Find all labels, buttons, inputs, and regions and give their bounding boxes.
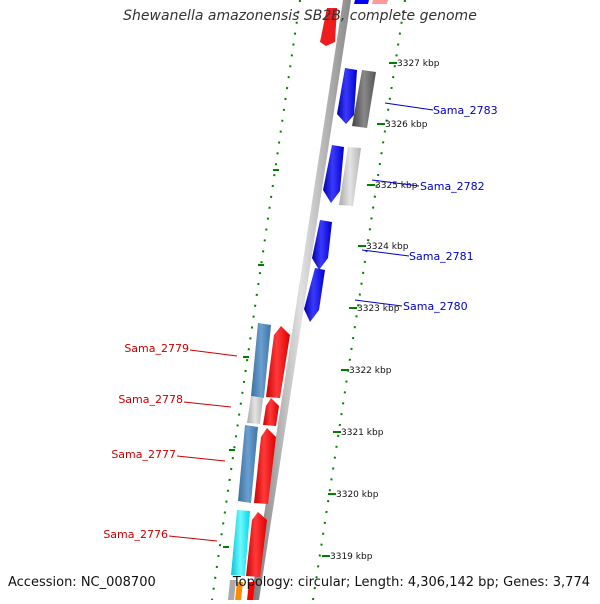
genome-title: Shewanella amazonensis SB2B, complete ge… [123, 8, 477, 24]
kbp-label-3320: 3320 kbp [336, 490, 379, 500]
kbp-label-3324: 3324 kbp [366, 242, 409, 252]
kbp-tick-3324: 3324 kbp [358, 242, 409, 252]
cds-sama-2783 [337, 68, 357, 124]
reverse-cds-top-pink [372, 0, 388, 4]
gene-label-sama-2783[interactable]: Sama_2783 [433, 104, 498, 117]
kbp-label-3327: 3327 kbp [397, 59, 440, 69]
gene-callout-sama-2782[interactable]: Sama_2782 [371, 179, 485, 193]
inner-ruler-guide [211, 0, 301, 601]
cds-bottom-red [247, 582, 255, 600]
kbp-label-3319: 3319 kbp [330, 552, 373, 562]
cds-sama-2783-dark [352, 70, 376, 128]
gene-label-sama-2776[interactable]: Sama_2776 [103, 528, 168, 541]
kbp-tick-3323: 3323 kbp [349, 304, 400, 314]
kbp-tick-3319: 3319 kbp [322, 552, 373, 562]
cds-sama-2779 [266, 326, 290, 398]
gene-callout-sama-2783[interactable]: Sama_2783 [384, 102, 498, 117]
gene-callout-sama-2778[interactable]: Sama_2778 [118, 393, 232, 408]
gene-label-sama-2782[interactable]: Sama_2782 [420, 180, 485, 193]
gene-callout-sama-2780[interactable]: Sama_2780 [354, 299, 468, 313]
kbp-label-3322: 3322 kbp [349, 366, 392, 376]
cds-sama-2778 [263, 398, 279, 426]
cds-bottom-orange [235, 582, 243, 600]
reverse-cds-top-fragment [354, 0, 369, 4]
genome-summary-text: Topology: circular; Length: 4,306,142 bp… [232, 575, 590, 590]
gene-callout-sama-2779[interactable]: Sama_2779 [124, 342, 238, 357]
kbp-tick-3326: 3326 kbp [377, 120, 428, 130]
cds-sama-2782-light [339, 147, 361, 206]
cds-sama-2776-cyan [231, 510, 250, 576]
gene-label-sama-2777[interactable]: Sama_2777 [111, 448, 176, 461]
kbp-tick-3320: 3320 kbp [328, 490, 379, 500]
gene-label-sama-2780[interactable]: Sama_2780 [403, 300, 468, 313]
gene-callout-sama-2781[interactable]: Sama_2781 [361, 249, 474, 263]
cds-sama-2776 [246, 512, 267, 577]
kbp-tick-3321: 3321 kbp [333, 428, 384, 438]
kbp-tick-3322: 3322 kbp [341, 366, 392, 376]
forward-cds-top [320, 8, 337, 46]
gene-label-sama-2781[interactable]: Sama_2781 [409, 250, 474, 263]
cds-sama-2777 [254, 428, 276, 504]
gene-callout-sama-2777[interactable]: Sama_2777 [111, 448, 226, 462]
gene-label-sama-2779[interactable]: Sama_2779 [124, 342, 189, 355]
cds-sama-2782 [323, 145, 344, 203]
kbp-label-3323: 3323 kbp [357, 304, 400, 314]
gene-label-sama-2778[interactable]: Sama_2778 [118, 393, 183, 406]
gene-callout-sama-2776[interactable]: Sama_2776 [103, 528, 218, 542]
accession-text: Accession: NC_008700 [8, 575, 156, 590]
cds-sama-2780 [304, 268, 325, 322]
kbp-tick-3325: 3325 kbp [367, 181, 418, 191]
cds-sama-2778-light [247, 396, 263, 424]
kbp-label-3326: 3326 kbp [385, 120, 428, 130]
cds-bottom-gray [228, 580, 236, 600]
cds-sama-2781 [312, 220, 332, 270]
kbp-tick-3327: 3327 kbp [389, 59, 440, 69]
kbp-label-3325: 3325 kbp [375, 181, 418, 191]
kbp-label-3321: 3321 kbp [341, 428, 384, 438]
cds-sama-2779-steel [251, 323, 271, 398]
cds-sama-2777-steel [238, 425, 258, 503]
genome-backbone [251, 0, 351, 600]
